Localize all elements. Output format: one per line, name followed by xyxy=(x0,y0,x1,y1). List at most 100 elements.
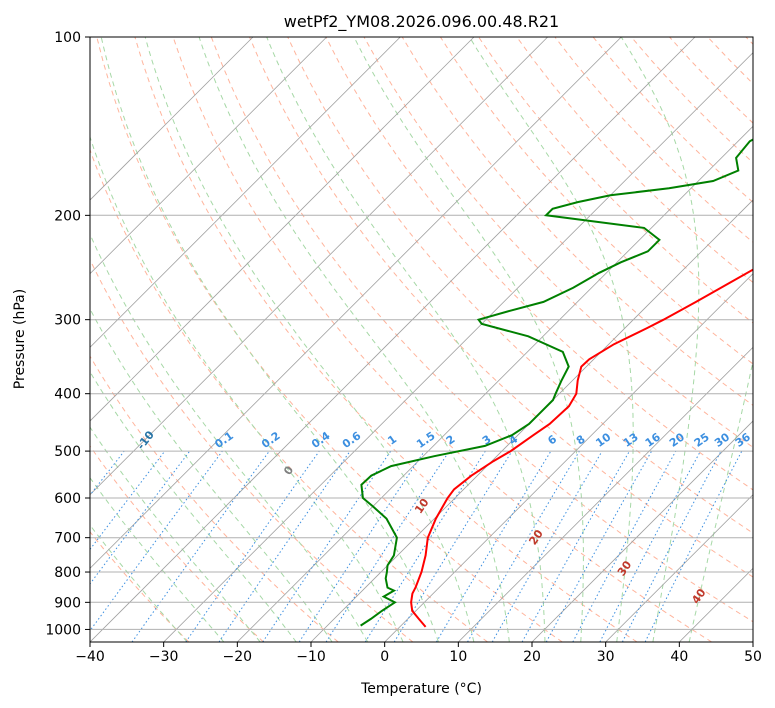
x-tick-label: −40 xyxy=(75,649,105,665)
mixing-ratio-label: 25 xyxy=(692,430,712,449)
dewpoint-profile xyxy=(360,138,753,627)
mixing-ratio-label: 1 xyxy=(385,433,399,448)
moist-adiabat xyxy=(688,358,753,642)
mixing-ratio-line xyxy=(435,450,552,642)
moist-adiabat xyxy=(90,135,404,642)
mixing-ratio-label: 16 xyxy=(643,430,663,450)
mixing-ratio-label: 13 xyxy=(621,430,641,449)
dry-adiabat xyxy=(592,37,753,203)
dry-adiabat xyxy=(172,37,712,642)
moist-adiabat xyxy=(144,37,475,642)
moist-adiabat xyxy=(266,37,546,642)
isotherm xyxy=(90,37,548,496)
dry-adiabat xyxy=(439,37,753,365)
isotherm xyxy=(458,346,753,642)
y-tick-label: 1000 xyxy=(45,622,81,638)
profiles xyxy=(360,138,753,628)
mixing-ratio-line xyxy=(599,450,701,642)
y-tick-label: 500 xyxy=(54,444,81,460)
isotherm xyxy=(90,37,622,569)
isotherm xyxy=(752,641,753,642)
moist-adiabat xyxy=(90,524,188,642)
isotherm xyxy=(679,567,753,642)
y-axis-label: Pressure (hPa) xyxy=(12,289,28,389)
x-tick-label: −20 xyxy=(223,649,253,665)
background-lines xyxy=(90,37,753,642)
moist-adiabat xyxy=(620,37,700,642)
x-tick-label: 40 xyxy=(670,649,688,665)
mixing-ratio-line xyxy=(644,450,743,642)
isotherm xyxy=(90,37,475,422)
mixing-ratio-line xyxy=(90,450,223,632)
y-tick-label: 400 xyxy=(54,387,81,403)
isotherm xyxy=(310,199,753,642)
mixing-ratio-line xyxy=(218,450,351,642)
temperature-profile xyxy=(410,268,753,628)
x-tick-label: 30 xyxy=(597,649,615,665)
x-axis-label: Temperature (°C) xyxy=(360,681,482,697)
mixing-ratio-label: 0.2 xyxy=(259,429,282,451)
isotherm xyxy=(90,37,696,642)
dry-adiabat xyxy=(516,37,753,284)
dry-adiabat xyxy=(707,37,753,85)
dry-adiabat xyxy=(90,258,414,642)
mixing-ratio-line xyxy=(572,450,677,642)
moist-adiabat xyxy=(90,426,261,642)
isotherm xyxy=(90,37,254,201)
mixing-ratio-line xyxy=(131,450,270,642)
mixing-ratio-line xyxy=(521,450,630,642)
moist-adiabat xyxy=(90,370,297,642)
chart-title: wetPf2_YM08.2026.096.00.48.R21 xyxy=(284,12,559,32)
mixing-ratio-line xyxy=(90,450,166,551)
mixing-ratio-label: 0.6 xyxy=(340,429,364,451)
dry-adiabat-label: -30 xyxy=(0,361,1,385)
mixing-ratio-line xyxy=(185,450,320,642)
line-labels: -100-90-80-70-60-50-40-30-20-100.10.20.4… xyxy=(0,361,753,606)
isotherm xyxy=(90,37,327,275)
x-tick-label: 50 xyxy=(744,649,762,665)
y-tick-label: 900 xyxy=(54,595,81,611)
x-tick-label: −10 xyxy=(296,649,326,665)
y-tick-label: 200 xyxy=(54,208,81,224)
dry-adiabat xyxy=(90,531,190,642)
isotherm xyxy=(163,52,753,642)
dry-adiabat xyxy=(90,445,264,642)
mixing-ratio-label: 6 xyxy=(545,432,559,447)
dry-adiabat xyxy=(90,148,488,642)
isotherm xyxy=(384,273,753,642)
mixing-ratio-line xyxy=(393,450,513,642)
moist-adiabat xyxy=(90,232,369,642)
dry-adiabat xyxy=(554,37,753,243)
mixing-ratio-line xyxy=(298,450,425,642)
mixing-ratio-line xyxy=(90,450,191,585)
dry-adiabat xyxy=(401,37,753,406)
mixing-ratio-label: 20 xyxy=(667,430,687,450)
dry-adiabat xyxy=(249,37,753,578)
x-tick-label: −30 xyxy=(149,649,179,665)
y-tick-label: 100 xyxy=(54,30,81,46)
y-tick-label: 700 xyxy=(54,531,81,547)
axes: −40 −30 −20 −10 0 10 20 30 40 5010009008007006005… xyxy=(45,30,762,665)
mixing-ratio-label: 0.1 xyxy=(212,429,235,451)
moist-adiabat-label: 10 xyxy=(412,496,432,516)
mixing-ratio-line xyxy=(325,450,450,642)
mixing-ratio-label: 36 xyxy=(733,430,753,450)
plot-frame xyxy=(89,36,754,643)
mixing-ratio-line xyxy=(545,450,653,642)
mixing-ratio-label: 10 xyxy=(593,430,613,450)
dry-adiabat xyxy=(96,37,563,642)
mixing-ratio-label: 8 xyxy=(574,433,588,448)
x-tick-label: 10 xyxy=(449,649,467,665)
isotherm xyxy=(531,420,753,642)
dry-adiabat xyxy=(745,37,753,45)
mixing-ratio-label: 0.4 xyxy=(309,429,333,451)
dry-adiabat xyxy=(325,37,753,491)
moist-adiabat xyxy=(90,308,333,642)
dry-adiabat xyxy=(134,37,638,642)
dry-adiabat xyxy=(287,37,753,534)
moist-adiabat xyxy=(469,37,634,642)
y-tick-label: 300 xyxy=(54,313,81,329)
y-tick-label: 800 xyxy=(54,565,81,581)
mixing-ratio-line xyxy=(262,450,392,642)
